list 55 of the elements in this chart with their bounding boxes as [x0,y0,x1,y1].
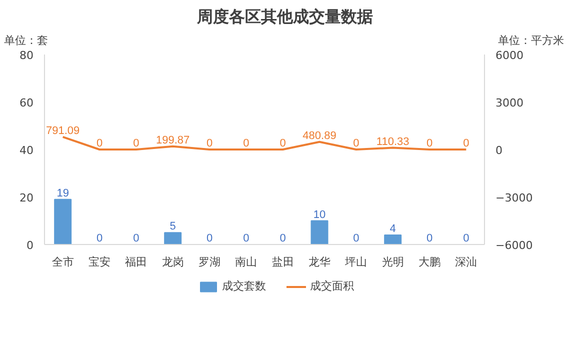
data-label: 0 [353,138,360,150]
x-tick-label: 龙华 [308,256,330,268]
y-tick-label: 40 [20,144,34,157]
chart-title: 周度各区其他成交量数据 [196,6,374,28]
x-tick-label: 龙岗 [162,256,184,268]
legend-label: 成交套数 [222,278,266,294]
data-label: 0 [96,138,103,150]
data-label: 0 [426,138,433,150]
y2-axis-title: 单位：平方米 [498,32,564,49]
bar [384,234,402,244]
data-label: 480.89 [302,130,336,142]
data-label: 19 [56,187,69,200]
x-tick-label: 坪山 [344,256,368,268]
data-label: 0 [463,232,470,244]
data-label: 0 [353,232,360,244]
data-label: 0 [96,232,103,244]
data-label: 0 [206,138,213,150]
data-label: 110.33 [376,136,410,148]
x-tick-label: 盐田 [272,256,294,268]
data-label: 10 [313,208,326,221]
y2-tick-label: 3000 [496,96,524,110]
data-label: 0 [463,138,470,150]
x-tick-label: 光明 [382,256,404,268]
data-label: 199.87 [156,134,190,146]
x-tick-label: 宝安 [88,256,110,268]
data-label: 0 [280,232,286,244]
bar [310,220,328,244]
data-label: 0 [133,138,140,150]
x-tick-label: 福田 [125,256,148,268]
y2-tick-label: 0 [496,144,502,157]
data-label: 4 [390,223,396,235]
legend-label: 成交面积 [310,278,354,294]
data-label: 0 [280,138,286,150]
y-tick-label: 20 [20,192,34,204]
data-label: 0 [133,232,140,244]
y2-tick-label: 6000 [496,49,524,62]
x-tick-label: 南山 [235,256,258,268]
data-label: 0 [243,138,250,150]
x-tick-label: 大鹏 [418,256,440,268]
data-label: 0 [243,232,250,244]
y-tick-label: 80 [20,49,34,62]
data-label: 0 [206,232,213,244]
bar [164,232,182,244]
data-label: 791.09 [46,124,80,137]
y2-tick-label: −3000 [496,192,533,204]
x-tick-label: 罗湖 [198,256,220,268]
x-tick-label: 全市 [52,256,74,268]
y-tick-label: 60 [20,96,34,110]
y-tick-label: 0 [26,239,34,252]
y-axis-title: 单位：套 [4,32,48,49]
bar [54,198,72,244]
data-label: 0 [426,232,433,244]
data-label: 5 [170,220,176,233]
x-tick-label: 深汕 [455,256,478,268]
y2-tick-label: −6000 [496,239,533,252]
